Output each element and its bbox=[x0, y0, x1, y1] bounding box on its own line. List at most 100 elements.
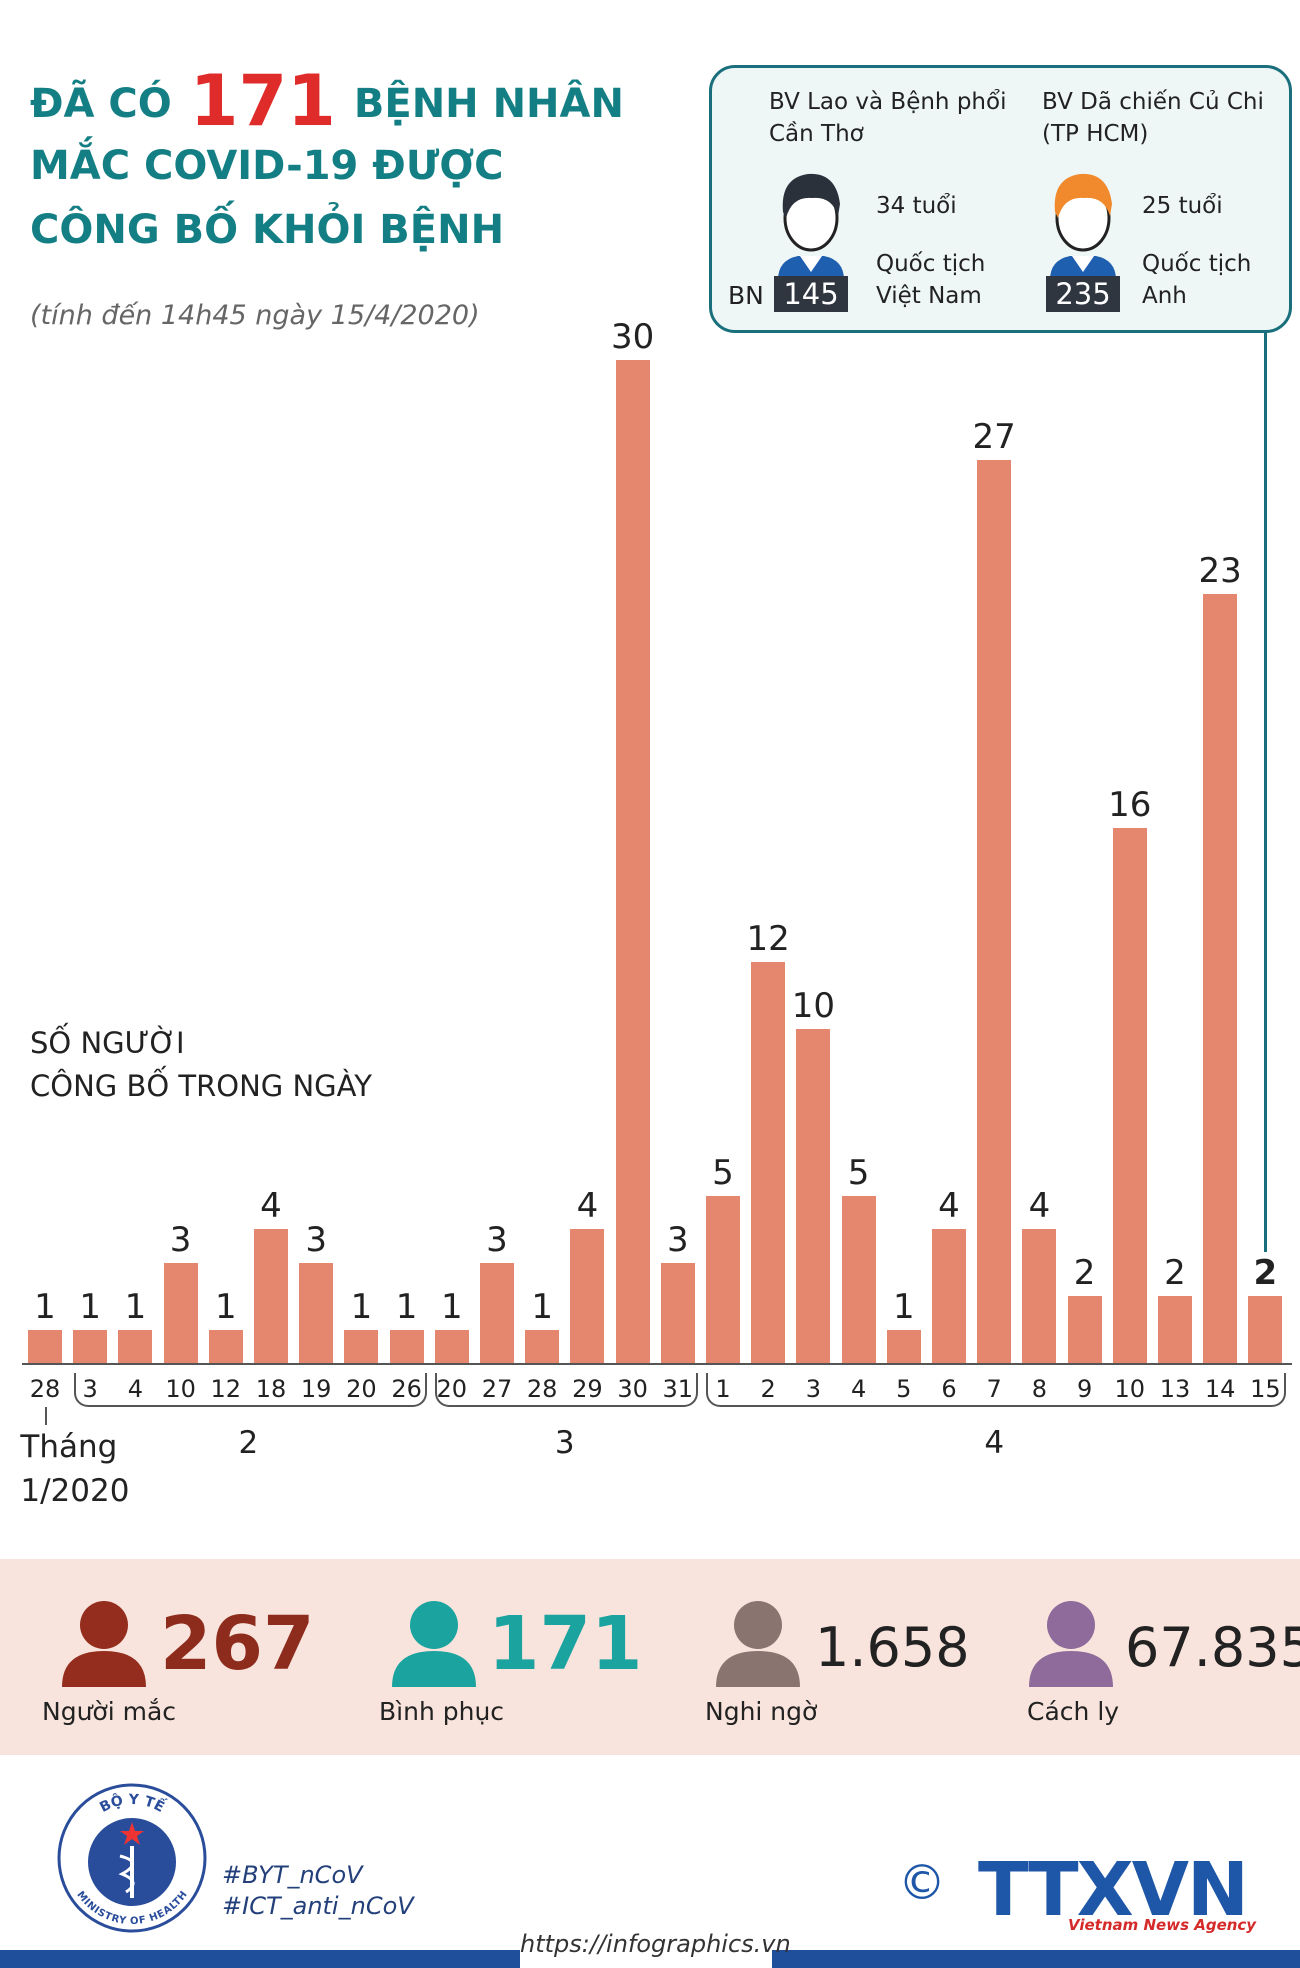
group-label-line: 4 bbox=[984, 1425, 1005, 1461]
stat-label: Bình phục bbox=[379, 1697, 505, 1726]
stat-value: 171 bbox=[488, 1601, 643, 1687]
value-label: 16 bbox=[1108, 784, 1152, 825]
value-label: 1 bbox=[214, 1286, 237, 1327]
bar bbox=[751, 961, 786, 1363]
x-tick-label: 10 bbox=[165, 1375, 196, 1403]
bar bbox=[932, 1229, 966, 1363]
bar bbox=[1022, 1229, 1057, 1363]
bar bbox=[299, 1262, 334, 1363]
bar bbox=[570, 1229, 605, 1363]
bar bbox=[73, 1329, 108, 1363]
group-bracket bbox=[435, 1373, 699, 1407]
group-label: Tháng 1/2020 bbox=[20, 1425, 160, 1513]
title-number: 171 bbox=[189, 60, 336, 142]
value-label: 5 bbox=[847, 1152, 870, 1193]
age: 25 tuổi bbox=[1142, 193, 1223, 219]
value-label: 3 bbox=[305, 1219, 327, 1260]
title-line: BỆNH NHÂN bbox=[353, 81, 624, 127]
stat-icon bbox=[716, 1601, 800, 1687]
value-label: 1 bbox=[395, 1286, 418, 1327]
url: https://infographics.vn bbox=[520, 1924, 791, 1968]
group-label-line: Tháng bbox=[20, 1429, 118, 1465]
stat-icon bbox=[1029, 1601, 1113, 1687]
bar bbox=[796, 1028, 831, 1363]
value-label: 3 bbox=[666, 1219, 689, 1260]
callout: BV Lao và Bệnh phổi Cần Thơ BV Dã chiến C… bbox=[709, 65, 1292, 333]
title-lead: ĐÃ CÓ bbox=[30, 81, 172, 127]
x-tick-label: 13 bbox=[1159, 1375, 1191, 1403]
value-label: 1 bbox=[440, 1286, 463, 1327]
x-tick-label: 12 bbox=[210, 1375, 242, 1403]
x-tick-label: 8 bbox=[1031, 1375, 1048, 1403]
hospital: BV Lao và Bệnh phổi Cần Thơ bbox=[769, 86, 1006, 150]
x-tick-label: 30 bbox=[617, 1375, 648, 1403]
value-label: 2 bbox=[1253, 1253, 1278, 1294]
y-label-line: CÔNG BỐ TRONG NGÀY bbox=[30, 1069, 372, 1103]
x-tick-label: 10 bbox=[1114, 1375, 1146, 1403]
value-label: 27 bbox=[972, 416, 1016, 457]
bar bbox=[118, 1329, 153, 1363]
bar bbox=[28, 1329, 62, 1363]
chart-title: ĐÃ CÓ 171 BỆNH NHÂN bbox=[30, 66, 624, 136]
bar bbox=[344, 1329, 379, 1363]
hashtags: #BYT_nCoV #ICT_anti_nCoV bbox=[222, 1860, 414, 1922]
x-tick-label: 20 bbox=[346, 1375, 377, 1403]
title-line: MẮC COVID-19 ĐƯỢC bbox=[30, 143, 504, 189]
hospital-line: (TP HCM) bbox=[1042, 121, 1149, 147]
value-label: 1 bbox=[350, 1286, 373, 1327]
x-tick-label: 29 bbox=[572, 1375, 603, 1403]
bar bbox=[1067, 1296, 1102, 1363]
brand-sub: Vietnam News Agency bbox=[1068, 1916, 1257, 1934]
hashtag: #BYT_nCoV bbox=[222, 1861, 363, 1889]
x-tick-label: 3 bbox=[805, 1375, 822, 1403]
age: 34 tuổi bbox=[876, 193, 957, 219]
bar bbox=[1203, 593, 1238, 1363]
value-label: 1 bbox=[892, 1286, 915, 1327]
nationality: Quốc tịch Anh bbox=[1142, 248, 1251, 312]
hospital-line: Cần Thơ bbox=[769, 121, 864, 147]
group-bracket bbox=[706, 1373, 1286, 1407]
y-label-line: SỐ NGƯỜI bbox=[30, 1026, 185, 1060]
bar bbox=[1248, 1296, 1283, 1363]
y-label: SỐ NGƯỜI CÔNG BỐ TRONG NGÀY bbox=[30, 1022, 372, 1108]
value-label: 4 bbox=[938, 1186, 960, 1227]
group-tick bbox=[45, 1407, 47, 1425]
title-line: CÔNG BỐ KHỎI BỆNH bbox=[30, 207, 505, 253]
stat-label: Người mắc bbox=[42, 1697, 177, 1726]
ministry-logo: BỘ Y TẾ MINISTRY OF HEALTH bbox=[57, 1783, 207, 1933]
hospital-line: BV Lao và Bệnh phổi bbox=[769, 89, 1007, 115]
callout-connector bbox=[1264, 330, 1268, 1253]
x-tick-label: 19 bbox=[300, 1375, 332, 1403]
group-label: 2 bbox=[178, 1421, 318, 1465]
stat-value: 267 bbox=[160, 1601, 315, 1687]
hospital-line: BV Dã chiến Củ Chi bbox=[1042, 89, 1264, 115]
bar bbox=[1112, 827, 1147, 1363]
hospital: BV Dã chiến Củ Chi (TP HCM) bbox=[1042, 86, 1264, 150]
copyright: © bbox=[898, 1855, 946, 1911]
value-label: 12 bbox=[746, 918, 790, 959]
group-label-line: 1/2020 bbox=[20, 1473, 130, 1509]
value-label: 1 bbox=[79, 1286, 101, 1327]
group-label-line: 3 bbox=[554, 1425, 575, 1461]
x-tick-label: 4 bbox=[127, 1375, 144, 1403]
nationality-line: Anh bbox=[1142, 283, 1187, 309]
patient-id: 145 bbox=[774, 276, 848, 312]
value-label: 4 bbox=[260, 1186, 282, 1227]
bar bbox=[525, 1329, 560, 1363]
x-tick-label: 18 bbox=[255, 1375, 287, 1403]
group-label: 3 bbox=[495, 1421, 635, 1465]
value-label: 1 bbox=[531, 1286, 553, 1327]
x-tick-label: 2 bbox=[760, 1375, 776, 1403]
value-label: 4 bbox=[1028, 1186, 1051, 1227]
bar bbox=[434, 1329, 469, 1363]
value-label: 4 bbox=[576, 1186, 599, 1227]
bar bbox=[163, 1262, 198, 1363]
x-tick-label: 6 bbox=[941, 1375, 957, 1403]
value-label: 2 bbox=[1073, 1253, 1096, 1294]
patient-id: 235 bbox=[1046, 276, 1120, 312]
group-label-line: 2 bbox=[238, 1425, 259, 1461]
baseline bbox=[22, 1363, 1292, 1365]
bar bbox=[841, 1195, 876, 1363]
group-label: 4 bbox=[924, 1421, 1064, 1465]
